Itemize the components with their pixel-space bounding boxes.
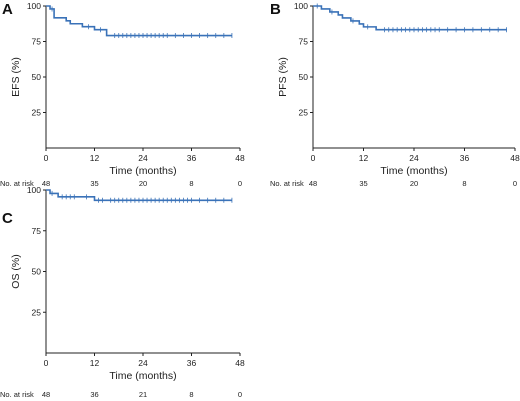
risk-table-value: 20 [139, 179, 147, 188]
risk-table-label: No. at risk [0, 390, 34, 399]
risk-table-value: 21 [139, 390, 147, 399]
x-tick-label: 48 [510, 153, 520, 163]
x-tick-label: 36 [460, 153, 470, 163]
y-tick-label: 100 [294, 1, 308, 11]
y-tick-label: 50 [32, 267, 42, 277]
x-tick-label: 12 [90, 153, 100, 163]
panel-a: A 25 50 75 100 0 12 24 36 48 Time (months) EFS (%) N… [0, 1, 245, 188]
x-tick-label: 0 [44, 358, 49, 368]
y-tick-label: 25 [299, 108, 309, 118]
y-tick-label: 100 [27, 185, 41, 195]
x-tick-label: 12 [90, 358, 100, 368]
y-tick-label: 25 [32, 307, 42, 317]
y-tick-label: 75 [32, 37, 42, 47]
panel-label: B [270, 1, 281, 18]
x-axis-title: Time (months) [109, 370, 176, 382]
risk-table-value: 36 [90, 390, 98, 399]
risk-table-value: 48 [42, 179, 50, 188]
risk-table-value: 8 [189, 390, 193, 399]
x-axis-title: Time (months) [109, 165, 176, 177]
y-tick-label: 25 [32, 108, 42, 118]
risk-table-value: 0 [513, 179, 517, 188]
x-tick-label: 36 [187, 153, 197, 163]
y-axis-title: EFS (%) [10, 57, 22, 97]
x-tick-label: 36 [187, 358, 197, 368]
panel-label: A [2, 1, 13, 18]
risk-table-value: 8 [462, 179, 466, 188]
risk-table-value: 0 [238, 390, 242, 399]
y-tick-label: 75 [32, 226, 42, 236]
x-tick-label: 24 [409, 153, 419, 163]
km-survival-line [46, 5, 232, 37]
x-tick-label: 24 [138, 358, 148, 368]
risk-table-label: No. at risk [270, 179, 304, 188]
panel-b: B 25 50 75 100 0 12 24 36 48 Time (months) PFS (%) N… [270, 1, 520, 188]
risk-table-value: 20 [410, 179, 418, 188]
y-tick-label: 50 [299, 72, 309, 82]
x-tick-label: 48 [235, 358, 245, 368]
y-tick-label: 50 [32, 72, 42, 82]
panel-label: C [2, 210, 13, 227]
risk-table-value: 48 [309, 179, 317, 188]
km-survival-line [46, 189, 232, 202]
x-tick-label: 24 [138, 153, 148, 163]
y-tick-label: 100 [27, 1, 41, 11]
x-tick-label: 12 [359, 153, 369, 163]
y-tick-label: 75 [299, 37, 309, 47]
y-axis-title: OS (%) [10, 254, 22, 288]
risk-table-value: 48 [42, 390, 50, 399]
risk-table-value: 35 [90, 179, 98, 188]
risk-table-value: 0 [238, 179, 242, 188]
panel-c: C 25 50 75 100 0 12 24 36 48 Time (months) OS (%) No… [0, 185, 245, 399]
x-tick-label: 48 [235, 153, 245, 163]
risk-table-label: No. at risk [0, 179, 34, 188]
x-tick-label: 0 [311, 153, 316, 163]
x-axis-title: Time (months) [380, 165, 447, 177]
km-survival-line [313, 5, 507, 31]
x-tick-label: 0 [44, 153, 49, 163]
y-axis-title: PFS (%) [277, 57, 289, 97]
risk-table-value: 35 [359, 179, 367, 188]
risk-table-value: 8 [189, 179, 193, 188]
